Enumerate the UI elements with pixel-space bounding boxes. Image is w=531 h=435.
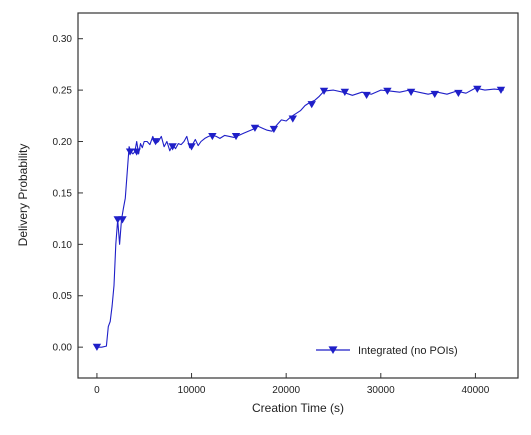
y-tick-label: 0.10 — [53, 240, 73, 251]
data-point-marker — [269, 125, 279, 133]
y-tick-label: 0.30 — [53, 34, 73, 45]
plot-frame — [77, 12, 519, 379]
data-point-marker — [151, 138, 160, 146]
data-point-marker — [406, 88, 416, 96]
x-axis-title: Creation Time (s) — [252, 401, 344, 415]
y-tick-label: 0.15 — [53, 188, 73, 199]
y-tick-label: 0.25 — [53, 86, 73, 97]
x-tick-label: 30000 — [367, 385, 395, 396]
legend-marker-triangle-down-icon — [328, 346, 338, 355]
data-point-marker — [430, 90, 439, 99]
data-point-marker — [231, 133, 241, 141]
y-axis-ticks: 0.00 0.05 0.10 0.15 0.20 0.25 0.30 — [53, 34, 83, 354]
data-point-marker — [250, 124, 260, 132]
data-point-marker — [383, 87, 392, 95]
y-tick-label: 0.20 — [53, 137, 73, 148]
x-tick-label: 40000 — [462, 385, 490, 396]
data-point-marker — [454, 89, 463, 97]
x-tick-label: 0 — [94, 385, 100, 396]
series-layer — [92, 85, 506, 351]
y-tick-label: 0.05 — [53, 291, 73, 302]
x-tick-label: 20000 — [272, 385, 300, 396]
data-point-marker — [168, 143, 177, 151]
legend: Integrated (no POIs) — [316, 345, 458, 357]
data-point-marker — [340, 88, 350, 96]
y-tick-label: 0.00 — [53, 343, 73, 354]
data-point-marker — [362, 91, 371, 100]
data-point-marker — [496, 86, 506, 94]
data-point-marker — [132, 148, 141, 156]
data-point-marker — [288, 115, 297, 123]
data-point-marker — [187, 143, 196, 151]
data-point-marker — [473, 85, 482, 93]
data-point-marker — [92, 343, 102, 351]
legend-label: Integrated (no POIs) — [358, 345, 458, 357]
data-point-marker — [118, 216, 127, 224]
data-point-marker — [307, 101, 316, 109]
series-line — [96, 87, 504, 348]
data-point-marker — [208, 133, 217, 141]
y-axis-title: Delivery Probability — [16, 144, 30, 247]
x-tick-label: 10000 — [178, 385, 206, 396]
data-point-marker — [319, 87, 329, 95]
data-point-marker — [125, 148, 135, 156]
x-axis-ticks: 0 10000 20000 30000 40000 — [94, 373, 490, 396]
